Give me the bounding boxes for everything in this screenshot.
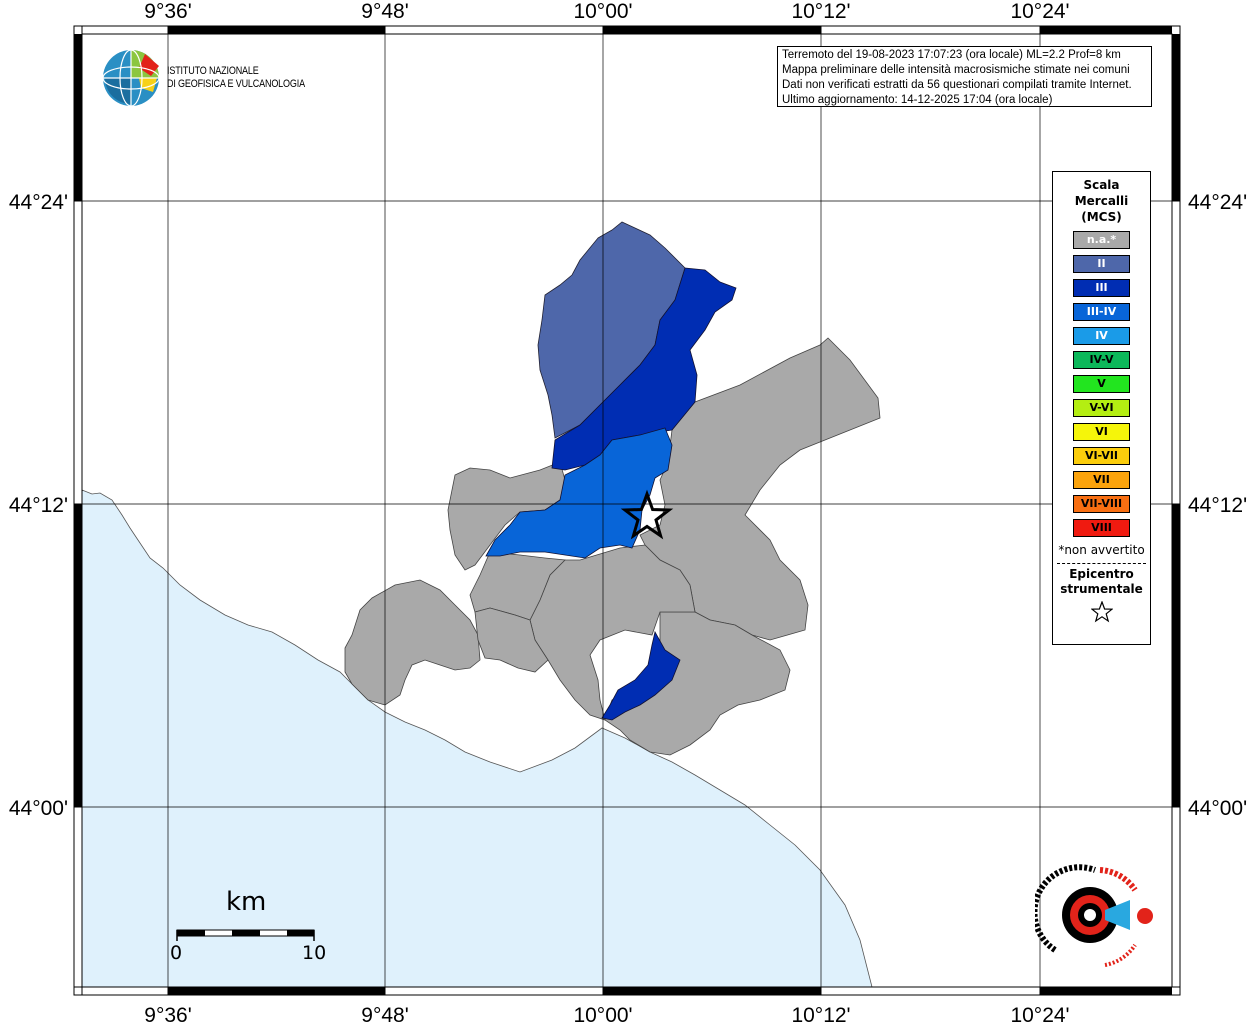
legend-note: *non avvertito	[1058, 543, 1145, 557]
lon-label: 10°12'	[791, 0, 850, 23]
municipalities-na	[344, 337, 881, 756]
event-info-line: Dati non verificati estratti da 56 quest…	[782, 79, 1132, 91]
legend-item: III-IV	[1073, 303, 1130, 321]
lon-label: 10°00'	[573, 0, 632, 23]
legend-item: II	[1073, 255, 1130, 273]
legend-items: n.a.* II III III-IV IV IV-V V V-VI VI VI-VII VII VI…	[1053, 231, 1150, 537]
legend-item: VI-VII	[1073, 447, 1130, 465]
lat-label: 44°12'	[1188, 494, 1247, 517]
legend-title-line: Mercalli	[1074, 194, 1129, 208]
scale-min: 0	[170, 942, 183, 964]
legend-item: V	[1073, 375, 1130, 393]
ingv-line1: ISTITUTO NAZIONALE	[167, 65, 259, 77]
ingv-globe-icon	[102, 49, 160, 107]
lon-label: 10°12'	[791, 1004, 850, 1024]
legend-epicenter-label: Epicentro strumentale	[1053, 567, 1150, 597]
legend-title-line: Scala	[1083, 178, 1120, 192]
scale-max: 10	[302, 942, 327, 964]
lon-label: 9°36'	[144, 1004, 191, 1024]
scale-bar: km 0 10	[168, 885, 338, 965]
legend-item: IV-V	[1073, 351, 1130, 369]
legend-item: VIII	[1073, 519, 1130, 537]
lat-label: 44°00'	[9, 797, 68, 820]
scale-unit: km	[226, 887, 267, 917]
legend-separator	[1057, 563, 1146, 564]
legend-item: VII-VIII	[1073, 495, 1130, 513]
legend-item: III	[1073, 279, 1130, 297]
municipality-coast	[344, 579, 481, 706]
lon-label: 10°24'	[1010, 0, 1069, 23]
legend-item: VII	[1073, 471, 1130, 489]
legend-title: Scala Mercalli (MCS)	[1053, 177, 1150, 225]
event-info-line: Ultimo aggiornamento: 14-12-2025 17:04 (…	[782, 94, 1053, 106]
lat-label: 44°00'	[1188, 797, 1247, 820]
lat-label: 44°12'	[9, 494, 68, 517]
star-outline-icon	[1089, 600, 1114, 623]
map-frame	[73, 25, 1181, 996]
legend-title-line: (MCS)	[1081, 210, 1122, 224]
star-icon	[620, 489, 674, 540]
lat-label: 44°24'	[9, 191, 68, 214]
intensity-iii-iv-area	[485, 427, 673, 559]
ingv-line2: DI GEOFISICA E VULCANOLOGIA	[167, 78, 305, 90]
event-info-line: Mappa preliminare delle intensità macros…	[782, 64, 1130, 76]
legend-item: n.a.*	[1073, 231, 1130, 249]
longitude-labels-bottom: 9°36' 9°48' 10°00' 10°12' 10°24'	[144, 1004, 1069, 1024]
lon-label: 9°48'	[361, 0, 408, 23]
ingv-logo: ISTITUTO NAZIONALE DI GEOFISICA E VULCAN…	[101, 48, 335, 108]
legend-star-wrapper	[1053, 600, 1150, 627]
municipality-east	[639, 337, 881, 641]
legend-item: IV	[1073, 327, 1130, 345]
municipality-coast-2	[474, 607, 549, 673]
legend-epicenter-line: strumentale	[1060, 582, 1143, 596]
graticule	[82, 34, 1172, 987]
latitude-labels-right: 44°24' 44°12' 44°00'	[1188, 191, 1247, 820]
lon-label: 10°00'	[573, 1004, 632, 1024]
legend-item: VI	[1073, 423, 1130, 441]
lat-label: 44°24'	[1188, 191, 1247, 214]
haisentito-terremoto-logo-icon	[1031, 860, 1160, 975]
intensity-iii-area-south	[601, 630, 681, 721]
longitude-labels-top: 9°36' 9°48' 10°00' 10°12' 10°24'	[144, 0, 1069, 23]
scale-ruler	[176, 929, 315, 941]
event-info-line: Terremoto del 19-08-2023 17:07:23 (ora l…	[782, 49, 1121, 61]
mcs-legend: Scala Mercalli (MCS) n.a.* II III III-IV IV I…	[1052, 171, 1151, 645]
legend-item: V-VI	[1073, 399, 1130, 417]
legend-epicenter-line: Epicentro	[1069, 567, 1134, 581]
event-info-box: Terremoto del 19-08-2023 17:07:23 (ora l…	[777, 46, 1152, 107]
lon-label: 10°24'	[1010, 1004, 1069, 1024]
lon-label: 9°36'	[144, 0, 191, 23]
latitude-labels-left: 44°24' 44°12' 44°00'	[9, 191, 68, 820]
lon-label: 9°48'	[361, 1004, 408, 1024]
sea-area	[81, 489, 873, 988]
ingv-logo-text: ISTITUTO NAZIONALE DI GEOFISICA E VULCAN…	[167, 65, 305, 91]
